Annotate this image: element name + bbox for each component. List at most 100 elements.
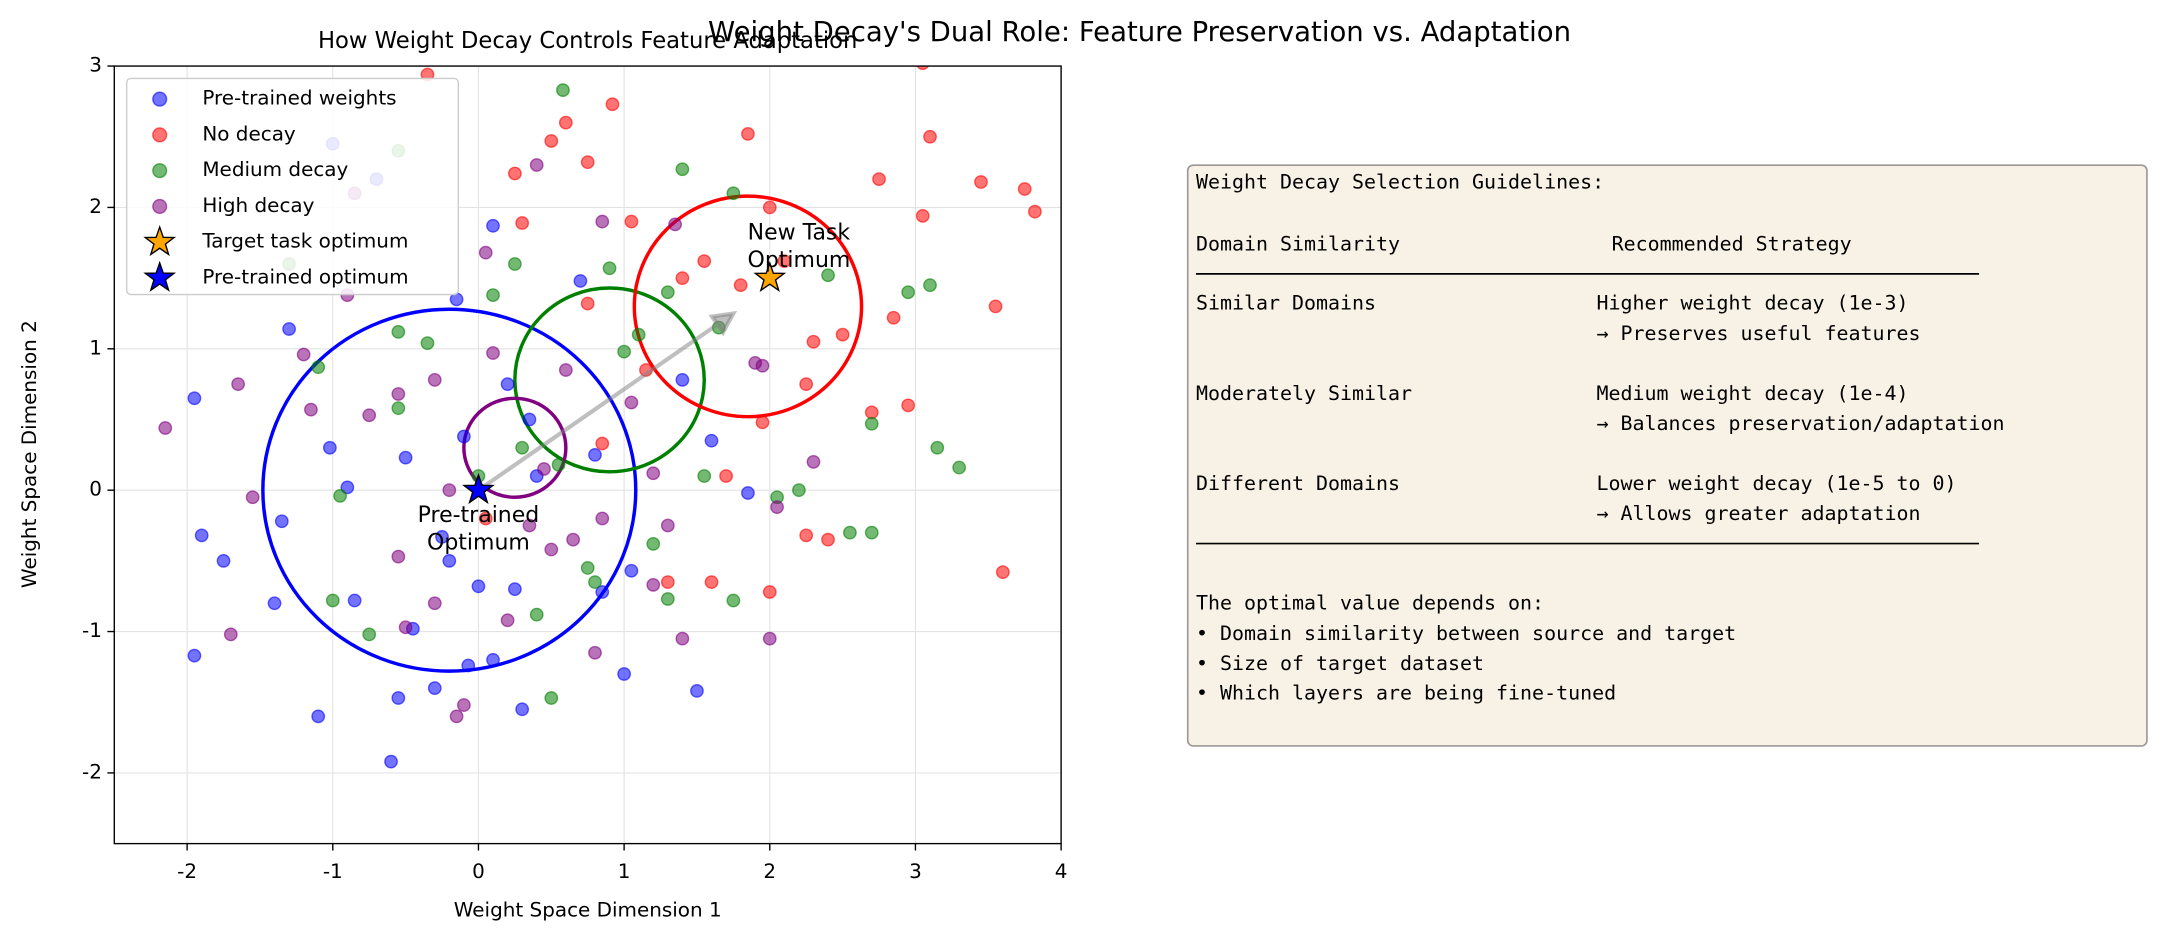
x-tick-label: 4 bbox=[1055, 859, 1068, 883]
box-text: Higher weight decay (1e-3) bbox=[1596, 291, 1908, 315]
point bbox=[974, 175, 988, 189]
point bbox=[588, 575, 602, 589]
box-text: → Preserves useful features bbox=[1596, 321, 1920, 345]
point bbox=[915, 209, 930, 223]
point bbox=[304, 402, 318, 417]
y-tick-label: 3 bbox=[89, 53, 102, 77]
point bbox=[605, 97, 620, 112]
point bbox=[748, 356, 763, 370]
point bbox=[267, 596, 282, 611]
point bbox=[580, 561, 595, 575]
point bbox=[741, 486, 755, 500]
region-circle bbox=[462, 396, 568, 499]
text-box bbox=[1186, 164, 2148, 747]
point bbox=[478, 245, 493, 260]
point bbox=[507, 582, 522, 597]
point bbox=[675, 162, 690, 177]
point bbox=[697, 254, 712, 269]
point bbox=[806, 455, 821, 469]
point bbox=[391, 401, 406, 416]
box-text: Similar Domains bbox=[1196, 291, 1376, 315]
point bbox=[456, 429, 471, 444]
x-tick-label: 3 bbox=[909, 859, 922, 883]
point bbox=[398, 450, 413, 465]
point bbox=[792, 483, 806, 498]
point bbox=[595, 585, 610, 599]
point bbox=[420, 336, 435, 351]
point bbox=[282, 322, 296, 336]
point bbox=[231, 377, 245, 392]
chart-title: How Weight Decay Controls Feature Adapta… bbox=[318, 28, 857, 54]
point bbox=[617, 667, 631, 681]
star-marker bbox=[462, 472, 495, 505]
point bbox=[995, 565, 1010, 580]
point bbox=[362, 627, 377, 642]
legend-marker bbox=[143, 260, 177, 292]
point bbox=[500, 613, 515, 628]
y-tick-label: 0 bbox=[89, 477, 102, 501]
y-tick-label: -2 bbox=[82, 759, 102, 783]
point bbox=[668, 217, 682, 232]
point bbox=[770, 500, 784, 515]
legend-marker bbox=[152, 127, 168, 143]
point bbox=[624, 214, 639, 229]
suptitle: Weight Decay's Dual Role: Feature Preser… bbox=[708, 16, 1571, 48]
point bbox=[391, 549, 406, 564]
point bbox=[391, 324, 406, 339]
box-text: • Which layers are being fine-tuned bbox=[1196, 681, 1616, 705]
point bbox=[675, 271, 690, 285]
axes-frame bbox=[113, 65, 1062, 845]
point bbox=[762, 585, 777, 599]
point bbox=[456, 698, 471, 712]
point bbox=[500, 377, 515, 392]
x-tick-label: -2 bbox=[177, 859, 197, 883]
point bbox=[311, 709, 326, 724]
point bbox=[631, 327, 646, 342]
point bbox=[704, 433, 719, 448]
legend-label: Target task optimum bbox=[201, 229, 408, 253]
point bbox=[449, 709, 464, 724]
point bbox=[558, 115, 573, 130]
x-tick-label: 2 bbox=[763, 859, 776, 883]
region-circle bbox=[632, 194, 864, 419]
box-text: Domain Similarity bbox=[1196, 231, 1400, 255]
point bbox=[522, 518, 537, 533]
point bbox=[886, 310, 901, 325]
point bbox=[544, 134, 559, 148]
box-text: Lower weight decay (1e-5 to 0) bbox=[1596, 471, 1956, 495]
point bbox=[529, 158, 544, 172]
point bbox=[624, 563, 639, 578]
point bbox=[799, 528, 814, 543]
box-text: Recommended Strategy bbox=[1612, 231, 1852, 255]
point bbox=[486, 652, 500, 667]
point bbox=[588, 645, 602, 660]
box-text: Medium weight decay (1e-4) bbox=[1596, 381, 1908, 405]
point bbox=[726, 593, 741, 608]
point bbox=[1028, 204, 1042, 219]
x-axis-label: Weight Space Dimension 1 bbox=[454, 898, 722, 922]
point bbox=[478, 511, 493, 526]
point bbox=[646, 537, 661, 551]
box-text: Different Domains bbox=[1196, 471, 1400, 495]
y-tick-label: -1 bbox=[82, 618, 102, 642]
point bbox=[660, 592, 675, 606]
point bbox=[675, 631, 690, 646]
point bbox=[311, 360, 326, 375]
point bbox=[588, 447, 602, 462]
point bbox=[544, 691, 559, 705]
point bbox=[486, 288, 500, 302]
point bbox=[930, 440, 945, 455]
y-tick-label: 1 bbox=[89, 335, 102, 359]
legend-label: Medium decay bbox=[202, 157, 348, 181]
point bbox=[558, 363, 573, 377]
point bbox=[427, 596, 442, 611]
y-axis-label: Weight Space Dimension 2 bbox=[17, 320, 41, 588]
legend-label: High decay bbox=[202, 193, 314, 217]
legend: Pre-trained weights No decay Medium decay H… bbox=[125, 77, 460, 296]
point bbox=[602, 261, 617, 276]
point bbox=[223, 627, 238, 642]
point bbox=[529, 607, 544, 622]
point bbox=[347, 593, 362, 608]
point bbox=[690, 684, 704, 698]
point bbox=[435, 529, 449, 544]
